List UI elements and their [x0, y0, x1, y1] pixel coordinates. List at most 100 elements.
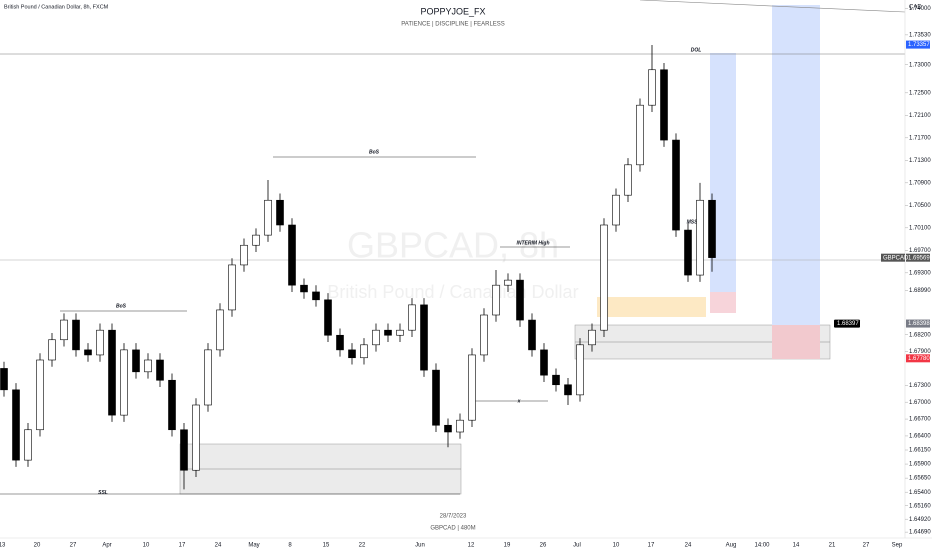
candle-body — [96, 329, 104, 356]
annotation: x — [517, 398, 521, 404]
x-tick-label: 27 — [70, 543, 77, 549]
x-tick-label: 19 — [504, 543, 511, 549]
y-tick-label: 1.65160 — [909, 503, 931, 509]
x-tick-label: 17 — [648, 543, 655, 549]
candle-body — [168, 379, 176, 431]
x-tick-label: 20 — [34, 543, 41, 549]
candle-body — [696, 199, 704, 276]
candles — [0, 45, 716, 490]
candle-body — [192, 404, 200, 471]
symbol-tag — [881, 253, 905, 262]
candle-body — [420, 304, 428, 371]
y-tick-label: 1.74000 — [909, 6, 931, 12]
stop-zone — [710, 292, 736, 313]
target-zone — [772, 5, 820, 325]
symbol-tag-label: GBPCAD — [883, 255, 909, 261]
candle-body — [288, 224, 296, 286]
candle-body — [264, 199, 272, 236]
candle-body — [660, 69, 668, 141]
x-tick-label: Aug — [726, 543, 737, 549]
candle-body — [72, 319, 80, 351]
candle-body — [708, 199, 716, 258]
annotation: SSL — [98, 490, 108, 496]
y-tick-label: 1.70900 — [909, 180, 931, 186]
symbol-title: British Pound / Canadian Dollar, 8h, FXC… — [4, 4, 109, 10]
candle-body — [384, 329, 392, 336]
price-tag-label: 1.68398 — [908, 321, 930, 327]
y-tick-label: 1.66700 — [909, 417, 931, 423]
y-tick-label: 1.68990 — [909, 288, 931, 294]
marker-tag — [834, 319, 860, 328]
x-tick-label: 24 — [685, 543, 692, 549]
annotation: BoS — [369, 149, 380, 155]
marker-tag-label: 1.68397 — [837, 321, 859, 327]
candle-body — [348, 349, 356, 359]
candle-body — [468, 354, 476, 421]
candle-body — [0, 368, 8, 391]
candle-body — [84, 349, 92, 356]
x-tick-label: 27 — [863, 543, 870, 549]
annotation: BoS — [116, 303, 127, 309]
price-tag — [906, 319, 930, 328]
x-tick-label: 14 — [793, 543, 800, 549]
candle-body — [600, 224, 608, 331]
x-tick-label: 10 — [613, 543, 620, 549]
candle-body — [396, 329, 404, 336]
watermark: GBPCAD, 8h — [347, 225, 559, 266]
y-tick-label: 1.69700 — [909, 248, 931, 254]
annotation: INTERIM High — [516, 240, 549, 246]
x-tick-label: Sep — [892, 543, 903, 549]
candle-body — [672, 139, 680, 231]
candle-body — [540, 349, 548, 376]
price-tag — [906, 253, 930, 262]
x-tick-label: 22 — [359, 543, 366, 549]
candle-body — [276, 199, 284, 226]
candle-body — [48, 339, 56, 361]
zones — [0, 0, 906, 495]
x-tick-label: 26 — [540, 543, 547, 549]
candle-body — [612, 194, 620, 226]
candle-body — [372, 329, 380, 346]
trend-line — [639, 0, 906, 13]
footer: GBPCAD | 480M — [430, 526, 475, 532]
candle-body — [252, 234, 260, 246]
candle-body — [60, 319, 68, 341]
y-tick-label: 1.68200 — [909, 332, 931, 338]
x-tick-label: May — [248, 543, 259, 549]
annotation: DOL — [691, 47, 702, 53]
y-tick-label: 1.65400 — [909, 490, 931, 496]
price-tag — [906, 354, 930, 363]
candle-body — [36, 359, 44, 431]
x-tick-label: Jun — [415, 543, 425, 549]
candle-body — [636, 104, 644, 166]
candle-body — [156, 359, 164, 381]
y-tick-label: 1.64920 — [909, 517, 931, 523]
price-tag-label: 1.67780 — [908, 356, 930, 362]
x-tick-label: Apr — [102, 543, 111, 549]
candle-body — [300, 284, 308, 293]
chart-subtitle: PATIENCE | DISCIPLINE | FEARLESS — [401, 22, 505, 28]
zone-orange — [597, 297, 706, 317]
candle-body — [432, 369, 440, 426]
price-tag — [906, 40, 930, 49]
candle-body — [216, 309, 224, 351]
candle-body — [480, 314, 488, 356]
candle-body — [684, 229, 692, 276]
y-tick-label: 1.70500 — [909, 203, 931, 209]
candle-body — [240, 244, 248, 266]
candle-body — [228, 264, 236, 311]
date-label: 28/7/2023 — [440, 514, 467, 520]
y-tick-label: 1.71300 — [909, 158, 931, 164]
candle-body — [576, 344, 584, 396]
y-tick-label: 1.65900 — [909, 462, 931, 468]
candle-body — [624, 164, 632, 196]
y-tick-label: 1.67300 — [909, 383, 931, 389]
y-tick-label: 1.64690 — [909, 530, 931, 536]
x-tick-label: 21 — [829, 543, 836, 549]
candle-body — [588, 329, 596, 346]
candle-body — [180, 429, 188, 471]
currency: CAD — [909, 5, 922, 11]
candle-body — [408, 304, 416, 331]
candle-body — [24, 429, 32, 461]
y-tick-label: 1.70100 — [909, 225, 931, 231]
